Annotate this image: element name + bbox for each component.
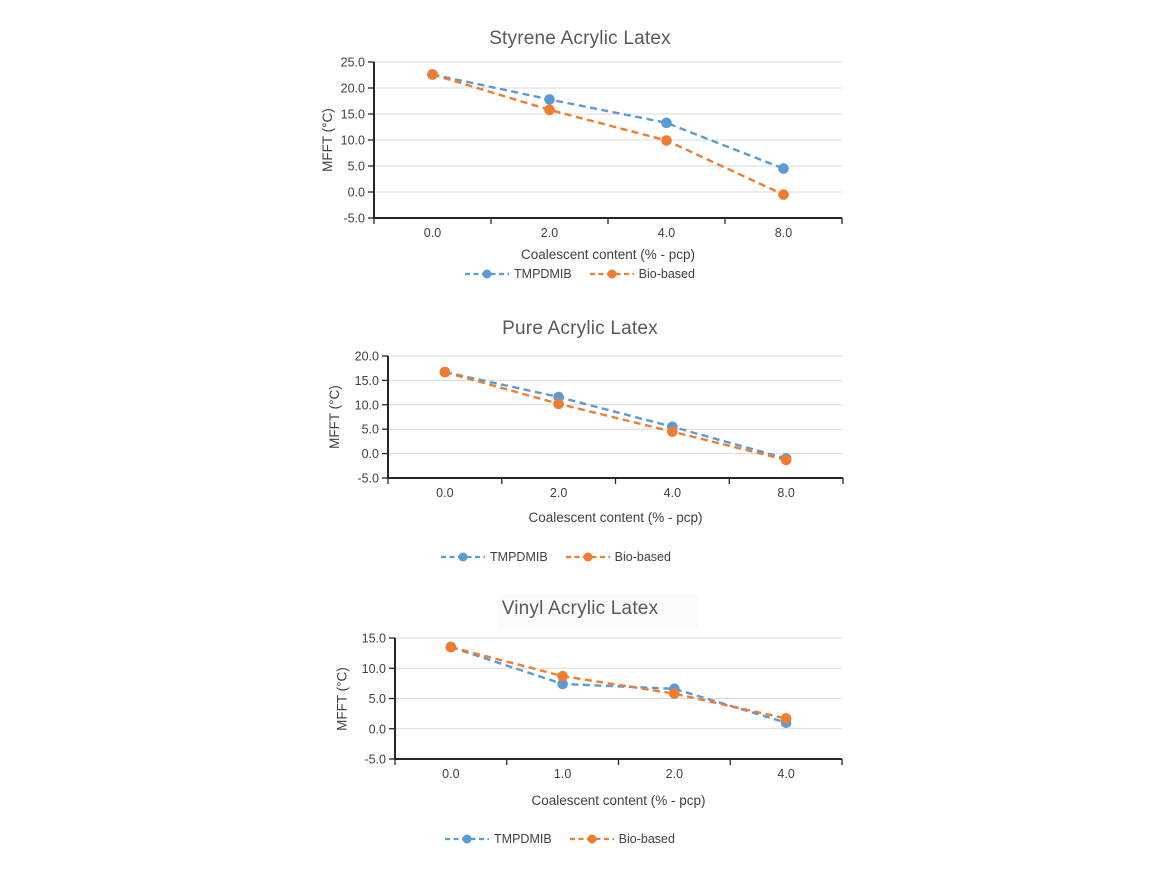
chart-styrene-acrylic-latex: Styrene Acrylic Latex 25.0 20.0 15.0 10.0 5.…	[295, 25, 865, 295]
y-axis-title: MFFT (°C)	[334, 667, 350, 731]
axes	[368, 61, 843, 224]
chart-canvas: 25.0 20.0 15.0 10.0 5.0 0.0 -5.0 0.0 2.0 4.0 8.0	[341, 56, 843, 241]
svg-text:0.0: 0.0	[442, 767, 459, 781]
legend-item-bio-based: Bio-based	[565, 550, 671, 564]
legend-item-tmpdmib: TMPDMIB	[465, 267, 572, 281]
y-axis-title: MFFT (°C)	[320, 108, 335, 172]
svg-text:5.0: 5.0	[348, 160, 365, 174]
legend: TMPDMIB Bio-based	[275, 832, 845, 846]
series-tmpdmib	[445, 641, 792, 728]
svg-text:25.0: 25.0	[341, 56, 365, 70]
svg-text:2.0: 2.0	[550, 486, 567, 500]
bio-based-series-marker-icon	[565, 552, 610, 562]
svg-text:8.0: 8.0	[777, 486, 794, 500]
axes	[389, 637, 843, 765]
tick-labels: 15.0 10.0 5.0 0.0 -5.0 0.0 1.0 2.0 4.0	[362, 632, 795, 782]
tick-labels: 20.0 15.0 10.0 5.0 0.0 -5.0 0.0 2.0 4.0 8.0	[355, 350, 795, 501]
legend-item-bio-based: Bio-based	[569, 832, 675, 846]
svg-text:-5.0: -5.0	[343, 212, 365, 226]
svg-text:20.0: 20.0	[355, 350, 379, 364]
tmpdmib-series-marker-icon	[445, 834, 490, 844]
legend-item-tmpdmib: TMPDMIB	[441, 550, 548, 564]
series-bio-based	[427, 69, 789, 200]
svg-text:4.0: 4.0	[658, 226, 675, 240]
chart-vinyl-acrylic-latex: Vinyl Acrylic Latex 15.0 10.0 5.0 0.0 -5.0 0.…	[295, 595, 865, 878]
svg-text:-5.0: -5.0	[364, 753, 386, 767]
chart-title: Pure Acrylic Latex	[502, 318, 658, 339]
svg-text:2.0: 2.0	[666, 767, 683, 781]
tmpdmib-series-marker-icon	[465, 269, 510, 279]
legend-label: TMPDMIB	[494, 832, 552, 846]
svg-text:10.0: 10.0	[355, 398, 379, 412]
legend-label: Bio-based	[638, 267, 695, 281]
svg-text:15.0: 15.0	[341, 108, 365, 122]
legend-label: TMPDMIB	[490, 550, 548, 564]
legend-item-tmpdmib: TMPDMIB	[445, 832, 552, 846]
svg-text:0.0: 0.0	[369, 722, 386, 736]
legend-item-bio-based: Bio-based	[589, 267, 695, 281]
bio-based-series-marker-icon	[569, 834, 614, 844]
svg-text:8.0: 8.0	[775, 226, 792, 240]
tmpdmib-series-marker-icon	[441, 552, 486, 562]
axes	[382, 355, 844, 484]
svg-text:1.0: 1.0	[554, 767, 571, 781]
svg-text:20.0: 20.0	[341, 82, 365, 96]
chart-canvas: 15.0 10.0 5.0 0.0 -5.0 0.0 1.0 2.0 4.0	[362, 632, 843, 782]
svg-text:-5.0: -5.0	[357, 472, 379, 486]
series-tmpdmib	[427, 69, 789, 174]
svg-text:10.0: 10.0	[341, 134, 365, 148]
svg-text:10.0: 10.0	[362, 662, 386, 676]
chart-title: Styrene Acrylic Latex	[489, 28, 671, 49]
svg-text:4.0: 4.0	[664, 486, 681, 500]
title-highlight-box	[498, 595, 698, 628]
svg-text:0.0: 0.0	[436, 486, 453, 500]
svg-text:5.0: 5.0	[362, 423, 379, 437]
y-axis-title: MFFT (°C)	[327, 385, 342, 449]
x-axis-title: Coalescent content (% - pcp)	[531, 793, 706, 808]
x-axis-title: Coalescent content (% - pcp)	[528, 510, 703, 525]
svg-text:2.0: 2.0	[541, 226, 558, 240]
chart-canvas: 20.0 15.0 10.0 5.0 0.0 -5.0 0.0 2.0 4.0 8.0	[355, 350, 844, 501]
bio-based-series-marker-icon	[589, 269, 634, 279]
legend-label: Bio-based	[618, 832, 675, 846]
svg-text:0.0: 0.0	[362, 447, 379, 461]
chart-pure-acrylic-latex: Pure Acrylic Latex 20.0 15.0 10.0 5.0 0.0 -5.…	[295, 310, 865, 580]
legend-label: TMPDMIB	[514, 267, 572, 281]
series-bio-based	[439, 366, 792, 466]
svg-text:15.0: 15.0	[355, 374, 379, 388]
gridlines	[395, 637, 842, 760]
legend: TMPDMIB Bio-based	[271, 550, 841, 564]
legend: TMPDMIB Bio-based	[295, 267, 865, 281]
x-axis-title: Coalescent content (% - pcp)	[520, 247, 696, 262]
chart-title: Vinyl Acrylic Latex	[501, 598, 659, 619]
svg-text:4.0: 4.0	[777, 767, 794, 781]
svg-text:5.0: 5.0	[369, 692, 386, 706]
svg-text:0.0: 0.0	[424, 226, 441, 240]
svg-text:15.0: 15.0	[362, 632, 386, 646]
svg-text:0.0: 0.0	[348, 186, 365, 200]
tick-labels: 25.0 20.0 15.0 10.0 5.0 0.0 -5.0 0.0 2.0 4.0 8.0	[341, 56, 793, 241]
gridlines	[374, 61, 842, 219]
series-bio-based	[445, 641, 792, 724]
legend-label: Bio-based	[614, 550, 671, 564]
